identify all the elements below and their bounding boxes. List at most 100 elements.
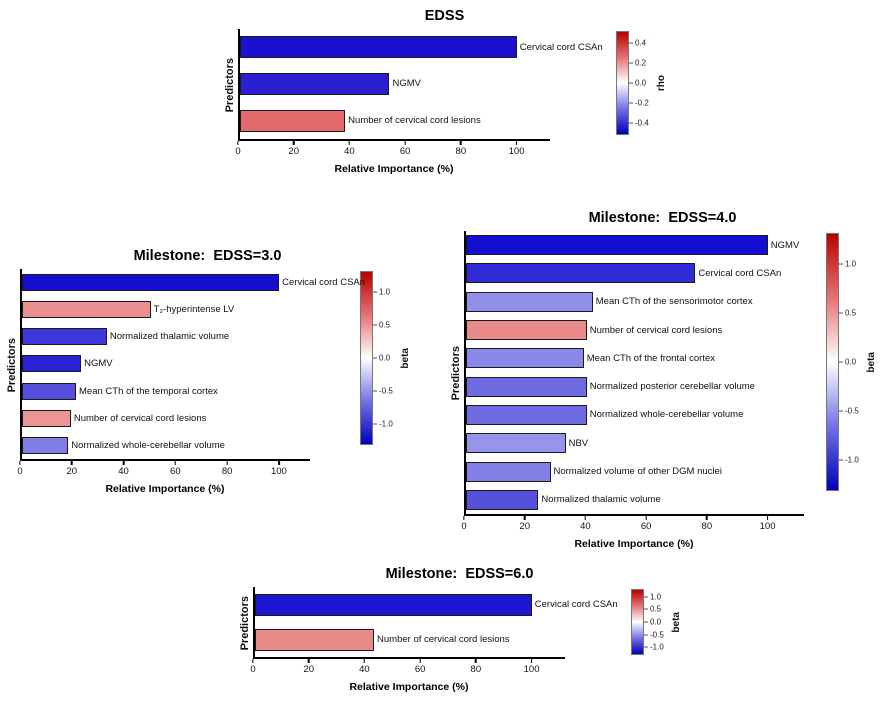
colorbar-tick-label: 0.5 <box>379 320 391 330</box>
plot-column: Cervical cord CSAn NGMV Number of cervical… <box>235 29 603 175</box>
x-tick-mark <box>348 141 351 145</box>
x-tick-mark <box>523 516 526 520</box>
x-tick: 40 <box>344 141 355 157</box>
bar-label: Number of cervical cord lesions <box>348 115 481 127</box>
x-tick: 0 <box>250 659 256 675</box>
colorbar: 0.4 0.2 0.0 -0.2 -0.4 rho <box>616 31 667 135</box>
bar-row: NGMV <box>240 72 550 95</box>
bar-label: Mean CTh of the sensorimotor cortex <box>595 296 753 308</box>
x-tick-label: 0 <box>235 146 241 157</box>
plot-column: Cervical cord CSAn T₂-hyperintense LV Norm… <box>17 269 365 495</box>
x-tick-mark <box>706 516 708 520</box>
plot-area: NGMV Cervical cord CSAn Mean CTh of the se… <box>464 231 804 516</box>
bar <box>255 628 375 651</box>
colorbar-tick: -0.5 <box>373 387 393 396</box>
colorbar-tick-label: 1.0 <box>650 592 662 602</box>
x-tick-label: 80 <box>455 146 467 157</box>
bar-row: Cervical cord CSAn <box>22 274 365 292</box>
bar-label: Normalized posterior cerebellar volume <box>589 381 755 393</box>
x-tick-mark <box>122 461 125 465</box>
x-tick-mark <box>645 516 647 520</box>
x-tick-mark <box>174 461 177 465</box>
chart-title: Milestone: EDSS=6.0 <box>385 566 534 582</box>
colorbar-tick-label: 0.0 <box>845 357 857 367</box>
colorbar-label-text: beta <box>400 347 411 369</box>
colorbar-tick-label: -0.4 <box>635 118 649 128</box>
x-tick-label: 80 <box>701 521 713 532</box>
bar-label: Normalized whole-cerebellar volume <box>589 409 744 421</box>
y-axis-label: Predictors <box>222 29 238 141</box>
edss3-milestone-chart: Milestone: EDSS=3.0 Predictors Cervical … <box>4 248 411 495</box>
chart-body: Predictors Cervical cord CSAn T₂-hyperint… <box>4 269 411 495</box>
x-tick-label: 60 <box>399 146 411 157</box>
colorbar-gradient <box>631 589 644 655</box>
x-tick-label: 100 <box>508 146 525 157</box>
x-tick-mark <box>475 659 477 663</box>
bar-row: Mean CTh of the sensorimotor cortex <box>466 291 804 312</box>
x-tick-mark <box>460 141 462 145</box>
bar <box>22 409 71 427</box>
x-tick-mark <box>530 659 533 663</box>
plot-area: Cervical cord CSAn T₂-hyperintense LV Norm… <box>20 269 365 461</box>
colorbar-tick: -0.2 <box>629 98 649 107</box>
colorbar-tick: -1.0 <box>373 420 393 429</box>
bar-label: Number of cervical cord lesions <box>377 634 510 645</box>
x-tick: 0 <box>461 516 467 532</box>
bar-row: Cervical cord CSAn <box>240 36 603 59</box>
colorbar-tick: 0.5 <box>839 308 856 317</box>
bar <box>22 382 76 400</box>
bar <box>466 320 587 341</box>
x-tick-label: 40 <box>344 146 355 157</box>
bar-row: T₂-hyperintense LV <box>22 301 310 319</box>
x-tick: 80 <box>455 141 467 157</box>
bar-row: NBV <box>466 433 804 454</box>
colorbar-tick-label: -0.2 <box>635 98 649 108</box>
colorbar-tick-label: -0.5 <box>650 630 664 640</box>
x-tick: 40 <box>580 516 591 532</box>
x-tick-label: 0 <box>461 521 467 532</box>
x-tick: 60 <box>415 659 425 675</box>
bar-label: Normalized volume of other DGM nuclei <box>553 466 722 478</box>
x-tick-mark <box>363 659 366 663</box>
colorbar-tick-label: -1.0 <box>650 642 664 652</box>
bar-row: Cervical cord CSAn <box>255 593 618 616</box>
y-axis-label-text: Predictors <box>224 57 236 113</box>
x-tick-label: 20 <box>519 521 530 532</box>
bar <box>240 72 390 95</box>
x-tick: 20 <box>519 516 530 532</box>
colorbar-tick-mark <box>629 102 633 104</box>
x-axis: 0 20 40 60 80 100 <box>250 659 565 677</box>
bar <box>240 36 517 59</box>
colorbar-tick: 1.0 <box>644 592 661 601</box>
x-tick-mark <box>237 141 239 145</box>
x-tick-label: 20 <box>66 466 78 477</box>
bar-label: Normalized thalamic volume <box>541 494 661 506</box>
x-axis-title: Relative Importance (%) <box>574 538 694 550</box>
x-tick: 20 <box>288 141 299 157</box>
colorbar-tick-mark <box>373 423 377 425</box>
bar-row: Number of cervical cord lesions <box>466 320 804 341</box>
colorbar-tick-label: -0.5 <box>379 386 393 396</box>
colorbar-tick: -0.5 <box>839 407 859 416</box>
colorbar-tick-label: -1.0 <box>845 455 859 465</box>
x-axis: 0 20 40 60 80 100 <box>461 516 804 534</box>
x-tick: 100 <box>760 516 775 532</box>
bar-row: Normalized thalamic volume <box>22 328 310 346</box>
bar <box>466 461 551 482</box>
x-tick-label: 20 <box>303 664 314 675</box>
colorbar-tick: 0.0 <box>839 358 856 367</box>
colorbar-tick: 0.4 <box>629 39 646 48</box>
bar <box>22 355 82 373</box>
colorbar-tick-mark <box>839 459 843 461</box>
colorbar-tick: 1.0 <box>373 287 390 296</box>
colorbar-tick: 0.0 <box>373 354 390 363</box>
x-tick-label: 40 <box>580 521 591 532</box>
colorbar-gradient <box>360 271 373 445</box>
x-tick-mark <box>584 516 587 520</box>
colorbar-tick: 1.0 <box>839 259 856 268</box>
colorbar-tick: 0.2 <box>629 59 646 68</box>
bar-label: Cervical cord CSAn <box>698 267 782 279</box>
bar-label: Cervical cord CSAn <box>534 599 618 610</box>
x-tick-mark <box>307 659 310 663</box>
edss4-milestone-chart: Milestone: EDSS=4.0 Predictors NGMV Cervi… <box>448 210 877 550</box>
